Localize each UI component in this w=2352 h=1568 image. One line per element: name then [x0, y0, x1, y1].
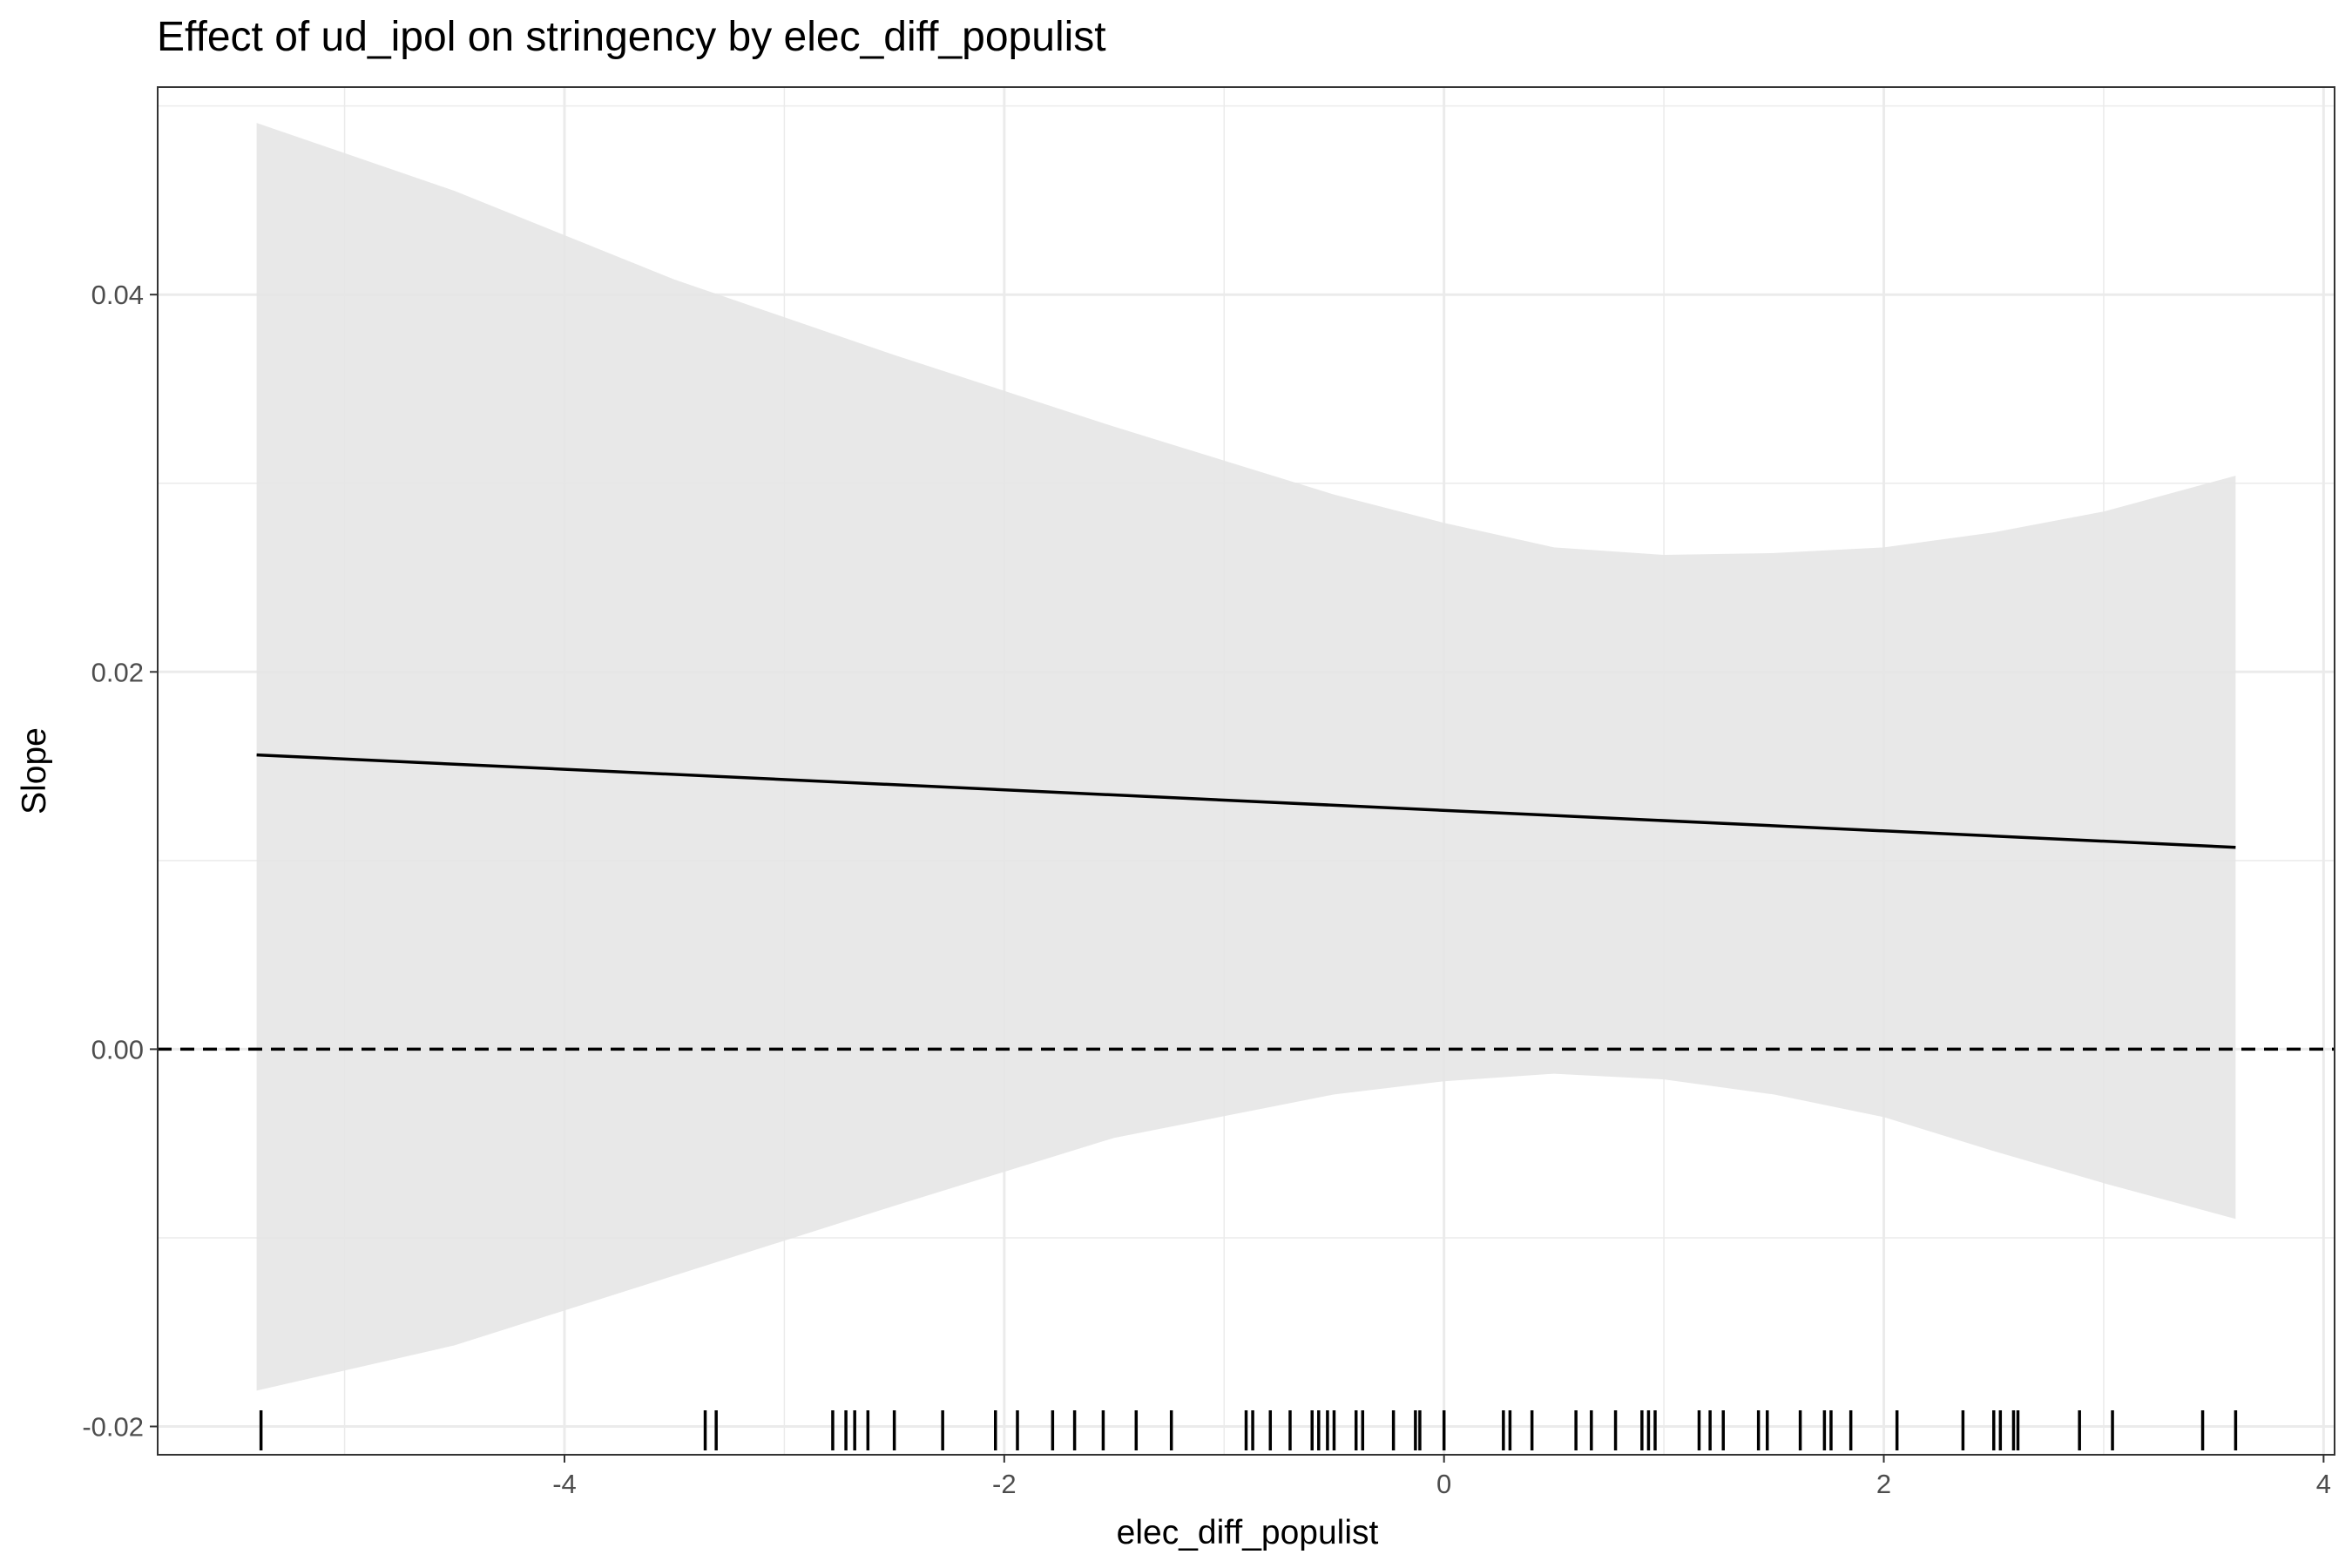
confidence-band: [256, 123, 2236, 1391]
x-tick-label: 4: [2316, 1469, 2331, 1499]
y-axis-title: Slope: [16, 727, 53, 814]
y-tick-label: 0.00: [91, 1034, 144, 1064]
x-tick-label: -2: [992, 1469, 1017, 1499]
y-axis-ticks: -0.02 0.00 0.02 0.04: [82, 280, 158, 1443]
x-axis-ticks: -4 -2 0 2 4: [552, 1455, 2331, 1499]
x-tick-label: 2: [1876, 1469, 1891, 1499]
y-tick-label: 0.02: [91, 657, 144, 687]
panel-border: [157, 86, 2335, 1456]
x-tick-label: -4: [552, 1469, 577, 1499]
rug-marks: [259, 1410, 2238, 1450]
chart-title: Effect of ud_ipol on stringency by elec_…: [157, 14, 1106, 60]
x-tick-label: 0: [1436, 1469, 1451, 1499]
y-tick-label: 0.04: [91, 280, 144, 310]
x-axis-title: elec_diff_populist: [1117, 1514, 1379, 1551]
y-tick-label: -0.02: [82, 1412, 144, 1443]
slope-line: [256, 753, 2236, 849]
